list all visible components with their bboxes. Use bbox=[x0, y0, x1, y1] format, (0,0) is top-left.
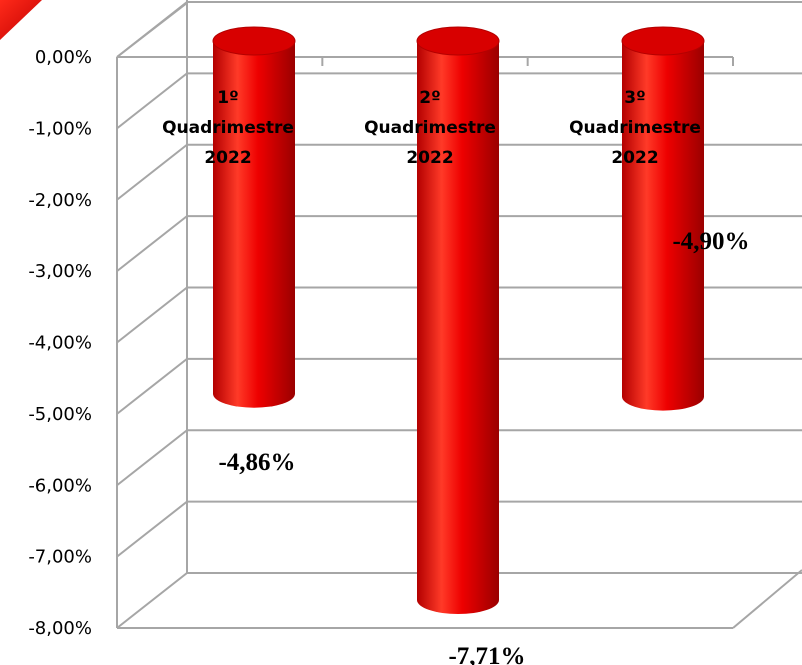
bar-body bbox=[622, 41, 704, 411]
category-label: 3º Quadrimestre 2022 bbox=[569, 88, 701, 168]
y-tick-label: -2,00% bbox=[28, 190, 92, 211]
category-label-line: 2022 bbox=[611, 148, 658, 168]
bar bbox=[212, 26, 296, 408]
bar-body bbox=[417, 41, 499, 615]
bar-top bbox=[416, 26, 500, 56]
data-label: -4,86% bbox=[218, 449, 295, 476]
bar-top bbox=[621, 26, 705, 56]
bar bbox=[416, 26, 500, 615]
category-label-line: 2022 bbox=[204, 148, 251, 168]
category-label-line: Quadrimestre bbox=[162, 118, 294, 138]
category-label-line: Quadrimestre bbox=[569, 118, 701, 138]
bar bbox=[621, 26, 705, 411]
y-tick-label: -4,00% bbox=[28, 333, 92, 354]
y-tick-label: -7,00% bbox=[28, 547, 92, 568]
data-labels: -4,86% -7,71% -4,90% bbox=[218, 228, 749, 665]
bar-body bbox=[213, 41, 295, 408]
y-tick-label: -3,00% bbox=[28, 261, 92, 282]
category-label: 2º Quadrimestre 2022 bbox=[364, 88, 496, 168]
category-label: 1º Quadrimestre 2022 bbox=[162, 88, 294, 168]
category-label-line: 2º bbox=[419, 88, 440, 108]
bar-series bbox=[212, 26, 705, 615]
back-wall-edge bbox=[116, 2, 188, 58]
corner-decoration bbox=[0, 0, 42, 40]
y-axis: 0,00% -1,00% -2,00% -3,00% -4,00% -5,00% -6,00… bbox=[28, 47, 92, 639]
data-label: -7,71% bbox=[448, 643, 525, 665]
floor-side-edge bbox=[732, 569, 802, 629]
data-label: -4,90% bbox=[672, 228, 749, 255]
category-label-line: 1º bbox=[217, 88, 238, 108]
category-label-line: Quadrimestre bbox=[364, 118, 496, 138]
y-tick-label: -5,00% bbox=[28, 404, 92, 425]
y-tick-label: -8,00% bbox=[28, 618, 92, 639]
y-tick-label: -1,00% bbox=[28, 118, 92, 139]
y-tick-label: -6,00% bbox=[28, 475, 92, 496]
y-tick-label: 0,00% bbox=[35, 47, 92, 68]
category-label-line: 3º bbox=[624, 88, 645, 108]
category-labels: 1º Quadrimestre 2022 2º Quadrimestre 2022 3º Qu… bbox=[162, 88, 701, 168]
bar-top bbox=[212, 26, 296, 56]
category-label-line: 2022 bbox=[406, 148, 453, 168]
